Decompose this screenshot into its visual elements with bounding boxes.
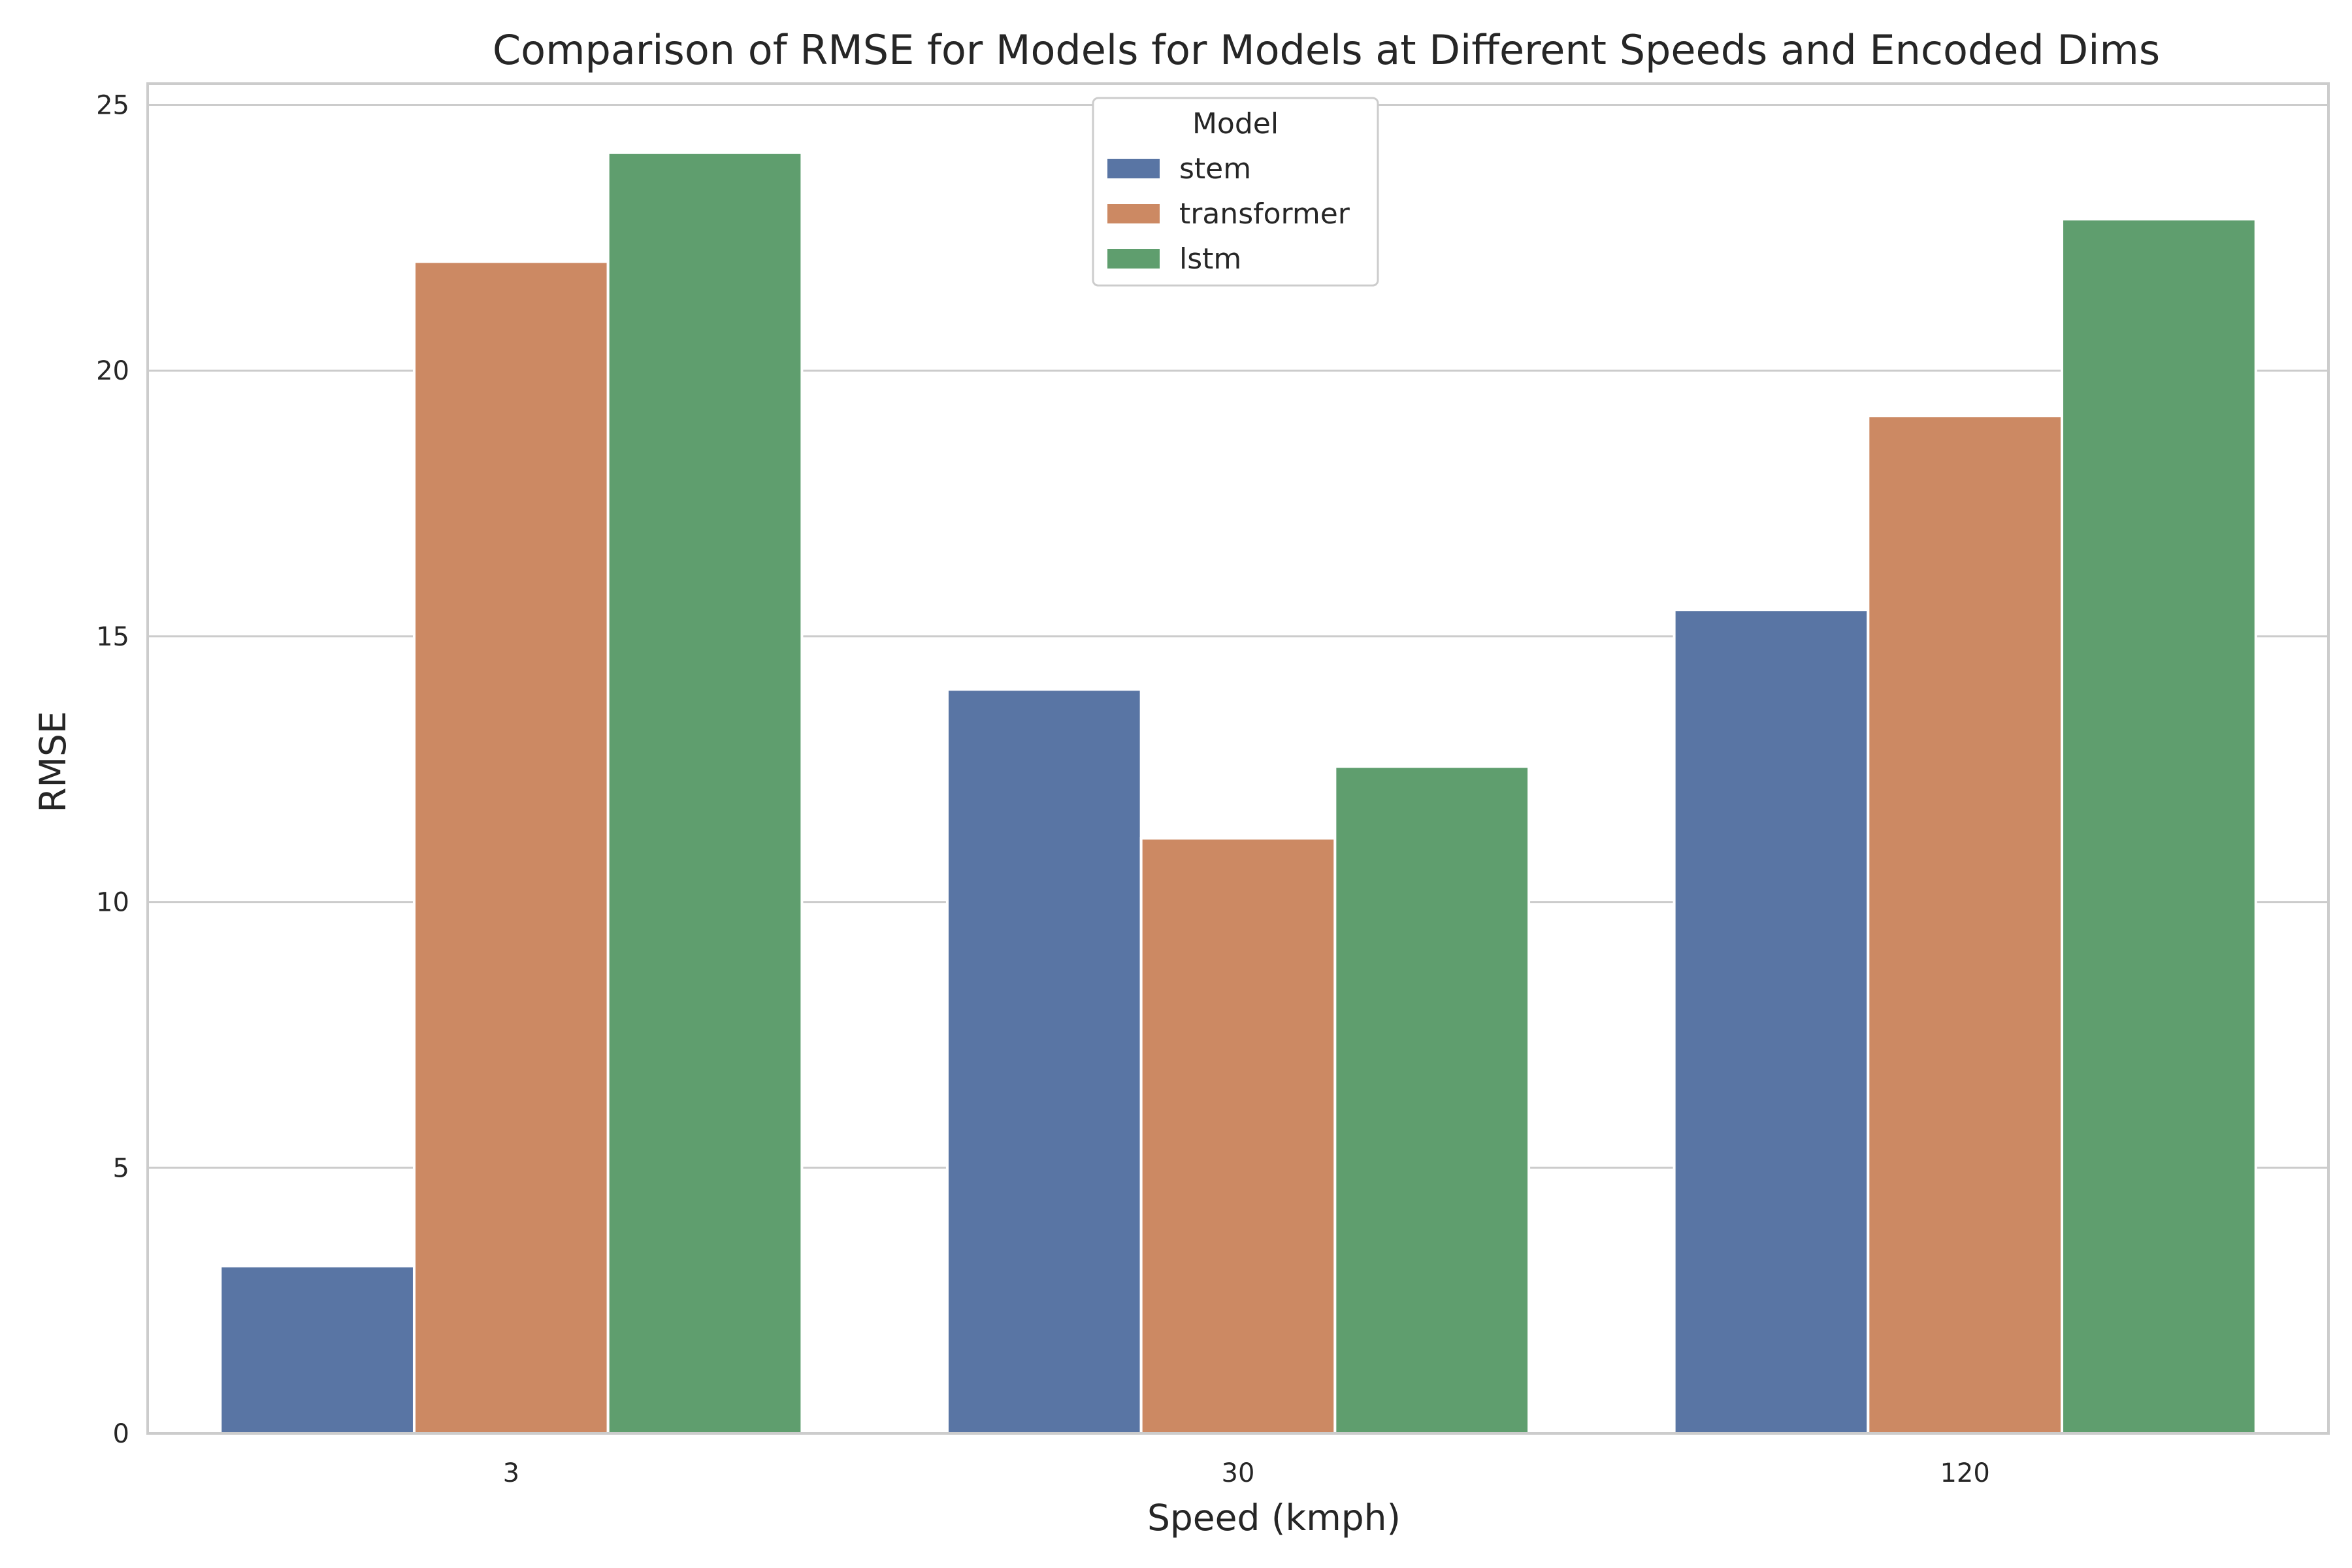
bar-transformer-120 — [1867, 414, 2064, 1435]
x-axis-label: Speed (kmph) — [1147, 1497, 1401, 1539]
chart-title: Comparison of RMSE for Models for Models… — [493, 26, 2160, 74]
plot-frame — [146, 82, 2330, 1435]
legend-label-stem: stem — [1179, 152, 1251, 186]
legend-label-transformer: transformer — [1179, 197, 1350, 231]
bars — [219, 151, 2257, 1435]
bar-transformer-3 — [412, 260, 610, 1435]
x-tick-label: 3 — [503, 1458, 519, 1488]
y-tick-label: 25 — [96, 91, 129, 121]
bar-lstm-3 — [606, 151, 804, 1435]
y-tick-label: 0 — [113, 1419, 129, 1449]
bar-stem-120 — [1673, 608, 1870, 1435]
legend-box — [1092, 97, 1379, 287]
y-tick-label: 20 — [96, 356, 129, 386]
legend: Model stem transformer lstm — [1092, 97, 1379, 287]
x-tick-label: 30 — [1222, 1458, 1255, 1488]
bar-lstm-30 — [1333, 765, 1531, 1435]
bar-stem-30 — [945, 688, 1143, 1435]
x-tick-label: 120 — [1940, 1458, 1989, 1488]
x-axis-ticks: 3 30 120 — [503, 1458, 1990, 1488]
legend-items: stem transformer lstm — [1107, 152, 1350, 276]
bar-transformer-30 — [1139, 837, 1337, 1435]
y-axis-label: RMSE — [32, 711, 74, 812]
y-axis-ticks: 0 5 10 15 20 25 — [96, 91, 129, 1449]
y-tick-label: 10 — [96, 888, 129, 918]
bar-lstm-120 — [2061, 218, 2257, 1435]
legend-swatch-lstm — [1107, 249, 1160, 269]
legend-swatch-stem — [1107, 159, 1160, 178]
legend-label-lstm: lstm — [1179, 242, 1241, 276]
y-tick-label: 15 — [96, 622, 129, 652]
bar-stem-3 — [219, 1264, 416, 1435]
legend-swatch-transformer — [1107, 204, 1160, 223]
legend-title: Model — [1192, 107, 1279, 140]
y-tick-label: 5 — [113, 1153, 129, 1183]
